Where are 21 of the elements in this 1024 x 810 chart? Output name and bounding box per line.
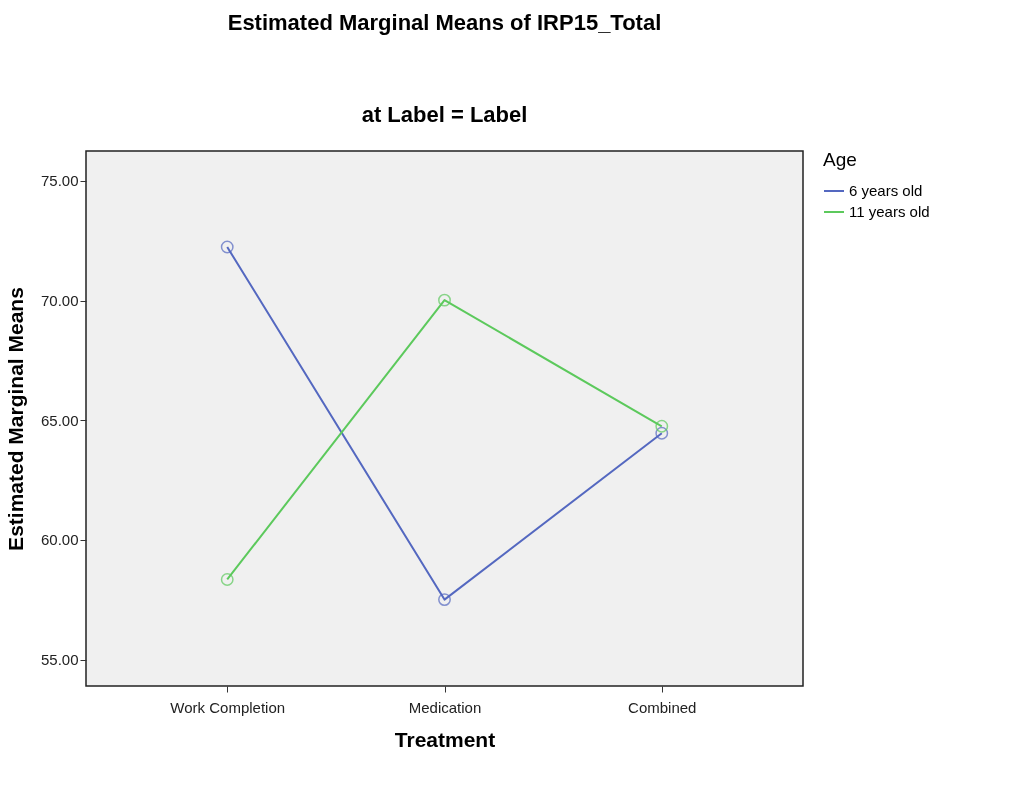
- x-tick-label: Work Completion: [170, 698, 286, 716]
- chart-subtitle: at Label = Label: [361, 102, 528, 127]
- legend-label: 11 years old: [849, 203, 930, 220]
- y-tick-label: 75.00: [40, 172, 79, 190]
- point: [655, 419, 669, 433]
- y-tick-label: 65.00: [40, 411, 79, 429]
- point: [220, 573, 234, 586]
- point: [438, 293, 451, 307]
- y-tick-label: 60.00: [40, 531, 79, 549]
- legend-label: 6 years old: [849, 182, 923, 199]
- y-tick-label: 70.00: [40, 292, 79, 310]
- chart-title: Estimated Marginal Means of IRP15_Total: [227, 10, 662, 35]
- x-tick-label: Medication: [408, 698, 482, 716]
- point: [655, 426, 669, 440]
- x-axis-title: Treatment: [394, 727, 496, 751]
- x-tick-label: Combined: [628, 698, 697, 716]
- legend-title: Age: [823, 149, 857, 170]
- y-axis-title: Estimated Marginal Means: [3, 287, 27, 551]
- point: [220, 240, 234, 254]
- point: [438, 593, 451, 607]
- y-tick-label: 55.00: [40, 651, 79, 669]
